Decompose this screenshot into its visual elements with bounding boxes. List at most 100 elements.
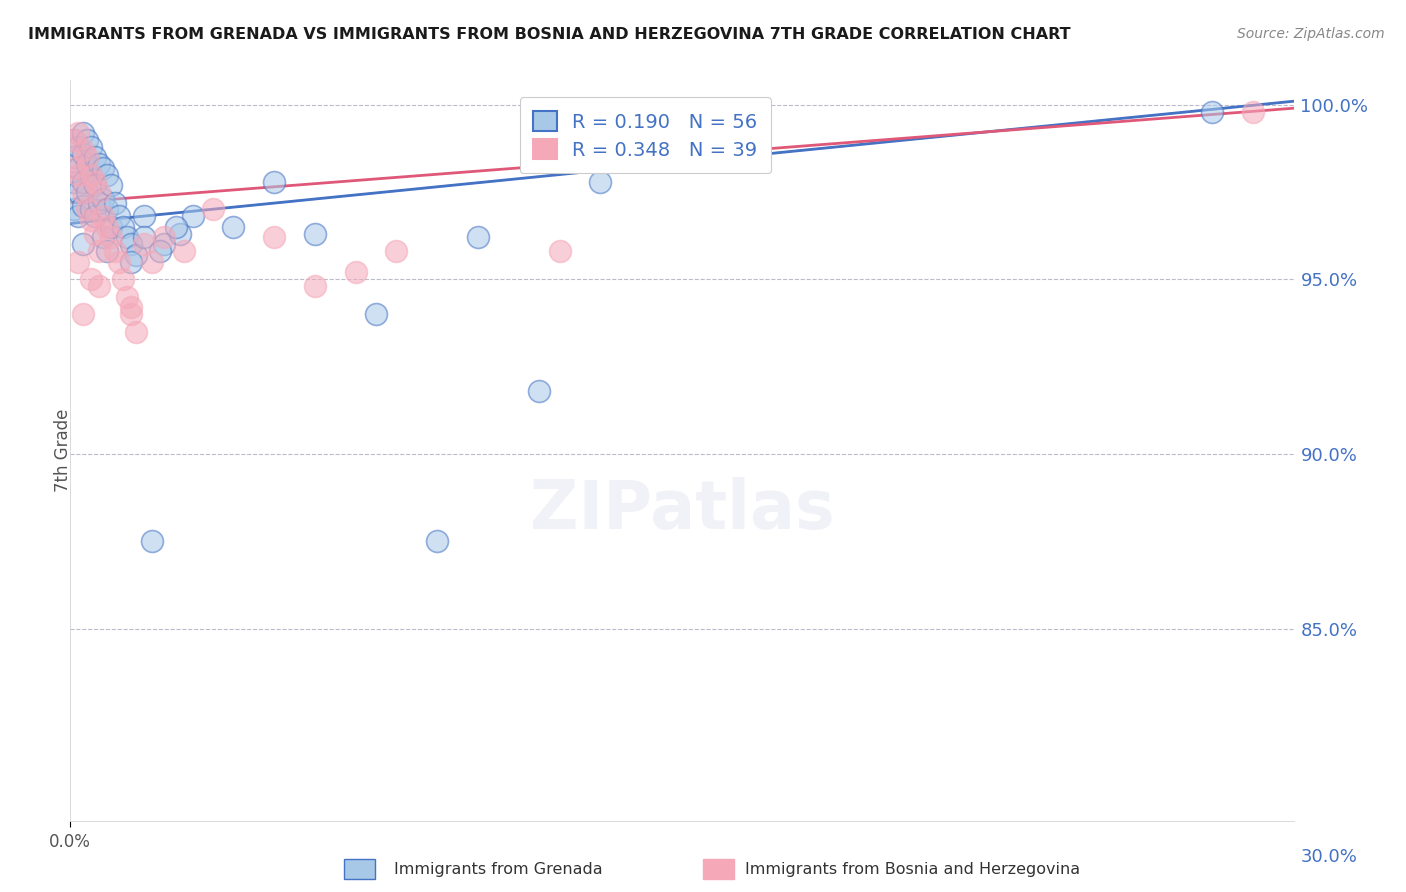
Point [63,161,86,175]
Point [121,237,143,252]
Point [366,307,388,321]
Point [67,185,90,199]
Point [72,126,94,140]
Point [76,133,98,147]
Point [79,168,103,182]
Point [222,219,245,234]
Point [72,185,94,199]
Point [91,161,114,175]
Point [108,255,131,269]
Point [100,178,122,192]
Point [91,230,114,244]
Point [72,143,94,157]
Point [467,230,489,244]
Point [72,307,94,321]
Point [96,244,118,259]
Point [181,210,204,224]
Point [112,219,135,234]
Point [72,237,94,252]
Point [87,185,110,199]
Point [72,175,94,189]
Point [104,195,127,210]
Point [63,133,86,147]
Point [91,192,114,206]
Point [304,227,326,241]
Text: Immigrants from Bosnia and Herzegovina: Immigrants from Bosnia and Herzegovina [745,863,1080,877]
Point [96,219,118,234]
Point [76,150,98,164]
Point [124,325,146,339]
Point [304,279,326,293]
Point [79,202,103,217]
Point [153,230,176,244]
Point [67,126,90,140]
Text: ZIPatlas: ZIPatlas [530,476,834,542]
Point [121,255,143,269]
Point [67,168,90,182]
Point [76,157,98,171]
Point [83,178,105,192]
Point [83,227,105,241]
Point [141,534,163,549]
Point [173,244,195,259]
Point [67,210,90,224]
Point [169,227,191,241]
Point [100,219,122,234]
Point [121,307,143,321]
Point [263,175,285,189]
Point [1201,104,1223,119]
Point [63,202,86,217]
Point [79,272,103,286]
Point [87,279,110,293]
Point [344,265,367,279]
Point [63,175,86,189]
Point [132,210,155,224]
Point [79,213,103,227]
Point [79,168,103,182]
Point [83,175,105,189]
Point [63,150,86,164]
Point [121,300,143,314]
Point [100,230,122,244]
Point [76,185,98,199]
Text: Immigrants from Grenada: Immigrants from Grenada [394,863,602,877]
Point [96,202,118,217]
Point [87,244,110,259]
Point [263,230,285,244]
Point [141,255,163,269]
Point [529,384,551,398]
Point [112,272,135,286]
Point [63,133,86,147]
Point [76,202,98,217]
Point [83,210,105,224]
Y-axis label: 7th Grade: 7th Grade [55,409,72,492]
Text: Source: ZipAtlas.com: Source: ZipAtlas.com [1237,27,1385,41]
Point [67,161,90,175]
Point [117,230,139,244]
Point [91,210,114,224]
Point [153,237,176,252]
Point [149,244,172,259]
Point [132,230,155,244]
Point [67,139,90,153]
Point [72,146,94,161]
Point [104,244,127,259]
Point [79,139,103,153]
Point [202,202,225,217]
Point [83,150,105,164]
Point [132,237,155,252]
Point [117,290,139,304]
Point [1241,104,1264,119]
Text: 30.0%: 30.0% [1301,848,1357,866]
Point [87,157,110,171]
Point [548,244,571,259]
Point [385,244,408,259]
Text: IMMIGRANTS FROM GRENADA VS IMMIGRANTS FROM BOSNIA AND HERZEGOVINA 7TH GRADE CORR: IMMIGRANTS FROM GRENADA VS IMMIGRANTS FR… [28,27,1071,42]
Point [426,534,449,549]
Point [589,175,612,189]
Point [87,195,110,210]
Point [124,248,146,262]
Point [67,255,90,269]
Legend: R = 0.190   N = 56, R = 0.348   N = 39: R = 0.190 N = 56, R = 0.348 N = 39 [520,97,770,173]
Point [165,219,187,234]
